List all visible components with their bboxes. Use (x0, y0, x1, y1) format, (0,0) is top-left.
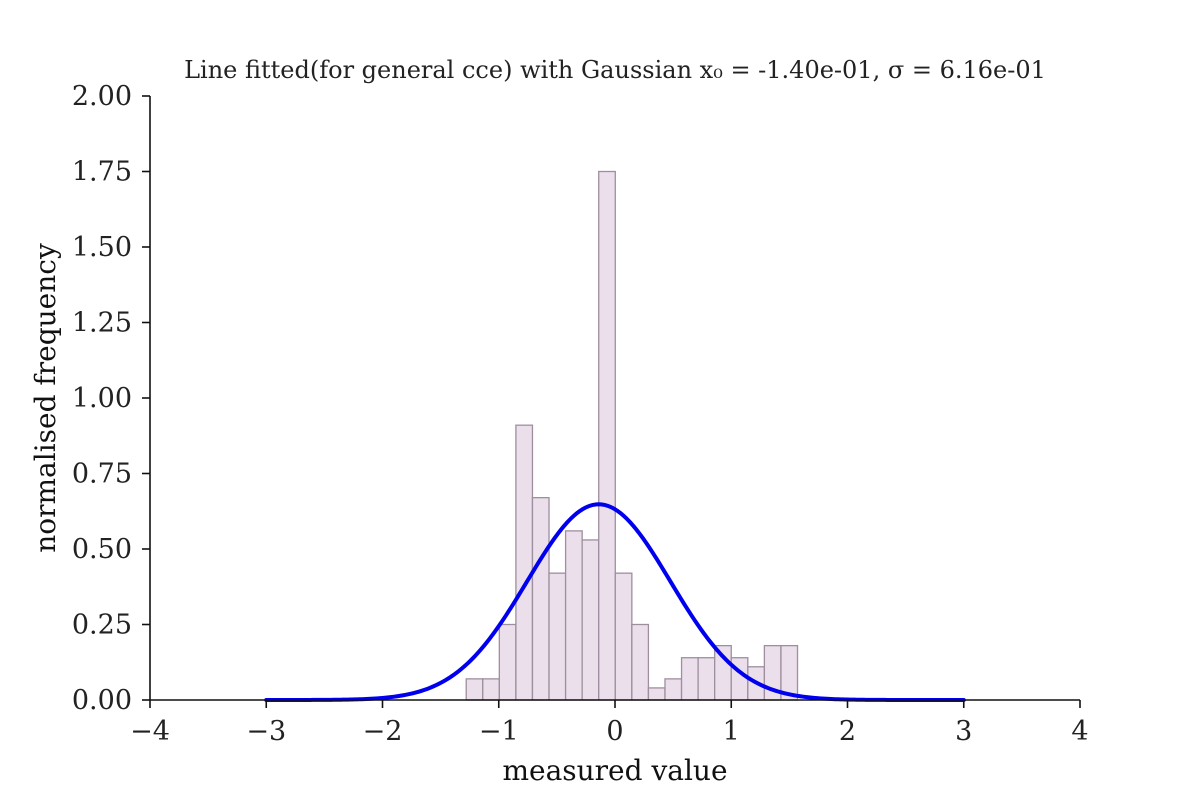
x-tick-label: −3 (246, 716, 286, 747)
histogram-bar (647, 687, 666, 701)
histogram-bar (664, 678, 683, 701)
y-ticks: 0.00 0.25 0.50 0.75 1.00 1.25 1.50 1.75 2.00 (72, 81, 150, 716)
histogram-bar (498, 623, 517, 701)
x-axis-label: measured value (502, 754, 727, 787)
histogram-bar (598, 170, 616, 701)
histogram-bar (680, 657, 699, 701)
y-tick-label: 0.00 (72, 685, 132, 716)
histogram-bar (465, 678, 484, 701)
y-tick-label: 0.25 (72, 610, 132, 641)
histogram-bar (697, 657, 716, 701)
x-tick-label: 4 (1071, 716, 1088, 747)
chart-title-group: Line fitted(for general cce) with Gaussi… (184, 56, 1046, 84)
histogram-bar (515, 424, 534, 701)
y-tick-label: 1.25 (72, 308, 132, 339)
x-ticks: −4 −3 −2 −1 0 1 2 3 4 (130, 700, 1089, 747)
x-tick-label: −1 (479, 716, 519, 747)
histogram-bar (548, 572, 567, 701)
histogram-bar (564, 530, 583, 701)
x-tick-label: 2 (839, 716, 856, 747)
y-tick-label: 1.00 (72, 383, 132, 414)
y-tick-label: 1.50 (72, 232, 132, 263)
x-tick-label: 1 (723, 716, 740, 747)
histogram-bar (581, 539, 600, 701)
x-tick-label: −4 (130, 716, 170, 747)
histogram-bar (482, 678, 500, 701)
y-tick-label: 2.00 (72, 81, 132, 112)
y-tick-label: 0.50 (72, 534, 132, 565)
histogram-bar (730, 657, 749, 701)
histogram-bar (531, 497, 550, 701)
histogram-bar (614, 572, 633, 701)
x-tick-label: 0 (606, 716, 623, 747)
x-tick-label: 3 (955, 716, 972, 747)
y-tick-label: 1.75 (72, 157, 132, 188)
x-tick-label: −2 (363, 716, 403, 747)
y-tick-label: 0.75 (72, 459, 132, 490)
y-axis-label: normalised frequency (29, 243, 62, 553)
histogram-bars (465, 170, 799, 701)
histogram-bar (631, 623, 650, 701)
chart-title: Line fitted(for general cce) with Gaussi… (184, 56, 1046, 84)
